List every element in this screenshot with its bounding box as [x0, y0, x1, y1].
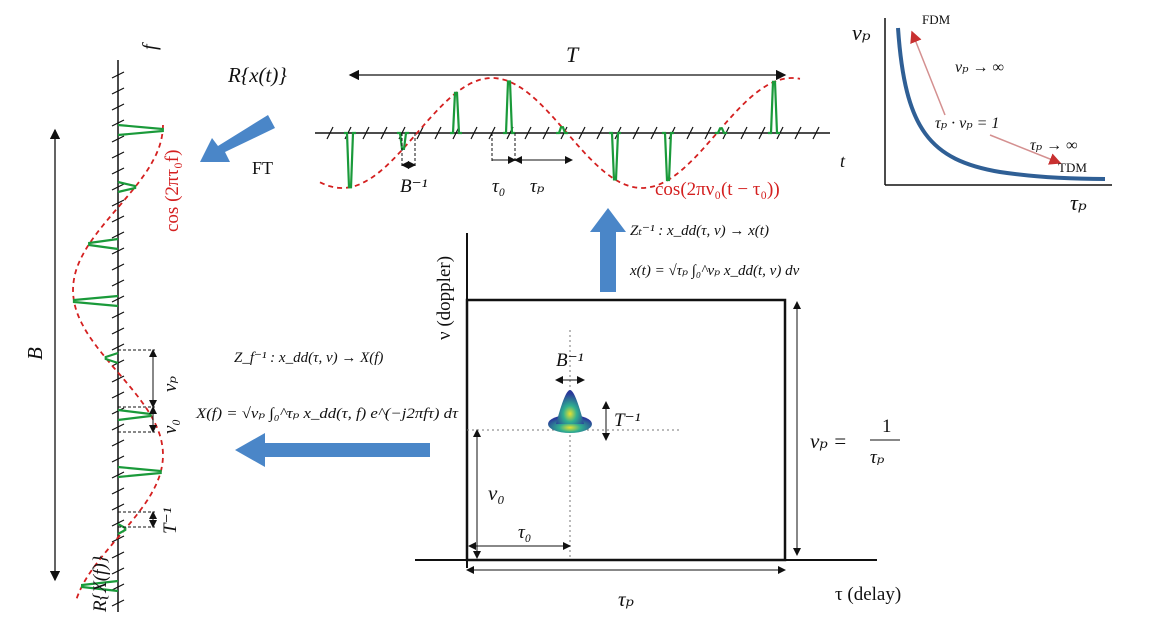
time-tick	[596, 126, 604, 140]
dd-bandwidth-inverse-label: B⁻¹	[556, 350, 584, 371]
time-taup-label: τₚ	[530, 176, 545, 197]
B-label: B	[23, 347, 47, 360]
dd-one-label: 1	[882, 416, 892, 437]
time-tick	[578, 126, 586, 140]
product-label: τₚ · νₚ = 1	[935, 115, 999, 132]
hyperbola-curve	[896, 27, 1106, 181]
frequency-tick	[111, 375, 125, 383]
delay-axis-label: τ (delay)	[835, 584, 901, 605]
time-signal: T R{x(t)} t B⁻¹ τ₀ τₚ cos(2πν₀(t − τ₀))	[227, 42, 846, 200]
ft-label: FT	[252, 158, 273, 178]
inset-y-label: νₚ	[852, 20, 871, 45]
frequency-tick	[111, 295, 125, 303]
frequency-tick	[111, 215, 125, 223]
frequency-tick	[111, 423, 125, 431]
frequency-tick	[111, 151, 125, 159]
frequency-tick	[111, 503, 125, 511]
zak-time-mapping: Zₜ⁻¹ : x_dd(τ, ν) → x(t)	[630, 223, 769, 239]
fdm-arrow	[910, 30, 946, 116]
frequency-tick	[111, 87, 125, 95]
frequency-tick	[111, 391, 125, 399]
frequency-tick	[111, 567, 125, 575]
time-tick	[416, 126, 424, 140]
time-signal-title: R{x(t)}	[227, 63, 287, 87]
dd-taup-label: τₚ	[618, 587, 634, 611]
dd-t-inverse-label: T⁻¹	[614, 410, 641, 431]
zak-frequency-integral: X(f) = √νₚ ∫₀^τₚ x_dd(τ, f) e^(−j2πfτ) d…	[195, 406, 459, 422]
time-tick	[794, 126, 802, 140]
frequency-tick	[111, 455, 125, 463]
time-envelope-label: cos(2πν₀(t − τ₀))	[655, 179, 780, 200]
nu-infinity-label: νₚ → ∞	[955, 59, 1004, 76]
dd-taup-denominator: τₚ	[870, 447, 885, 468]
frequency-signal: f B cos (2πτ₀f) R{X(f)} νₚ ν₀ T⁻¹	[23, 42, 183, 613]
time-tick	[632, 126, 640, 140]
time-tick	[686, 126, 694, 140]
frequency-tick	[111, 487, 125, 495]
ft-arrow	[200, 115, 275, 162]
frequency-tick	[111, 583, 125, 591]
freq-t-inverse-label: T⁻¹	[160, 507, 181, 534]
frequency-tick	[111, 199, 125, 207]
T-label: T	[566, 42, 580, 67]
frequency-tick	[111, 279, 125, 287]
tau-infinity-label: τₚ → ∞	[1030, 137, 1078, 154]
frequency-tick	[111, 343, 125, 351]
doppler-axis-label: ν (doppler)	[434, 256, 455, 340]
dd-nu0-label: ν₀	[488, 481, 505, 505]
frequency-envelope-curve	[72, 124, 164, 600]
inverse-zak-time-arrow	[590, 208, 626, 292]
time-tick	[650, 126, 658, 140]
frequency-tick	[111, 471, 125, 479]
frequency-tick	[111, 103, 125, 111]
frequency-tick	[111, 327, 125, 335]
zak-frequency-mapping: Z_f⁻¹ : x_dd(τ, ν) → X(f)	[234, 350, 383, 366]
time-tick	[362, 126, 370, 140]
time-tick	[470, 126, 478, 140]
frequency-tick	[111, 519, 125, 527]
frequency-tick	[111, 119, 125, 127]
time-tick	[380, 126, 388, 140]
frequency-tick	[111, 311, 125, 319]
frequency-tick	[111, 135, 125, 143]
frequency-tick	[111, 183, 125, 191]
time-bandwidth-inverse-label: B⁻¹	[400, 176, 428, 197]
fdm-label: FDM	[922, 12, 951, 27]
time-tick	[812, 126, 820, 140]
time-tick	[704, 126, 712, 140]
time-tick	[542, 126, 550, 140]
frequency-axis-label: f	[139, 42, 161, 50]
frequency-tick	[111, 247, 125, 255]
dd-tau0-label: τ₀	[518, 522, 531, 543]
time-tick	[326, 126, 334, 140]
frequency-tick	[111, 535, 125, 543]
frequency-tick	[111, 231, 125, 239]
tradeoff-inset: νₚ τₚ FDM TDM νₚ → ∞ τₚ · νₚ = 1 τₚ → ∞	[852, 12, 1112, 215]
time-tick	[524, 126, 532, 140]
tdm-arrow	[989, 134, 1062, 165]
frequency-tick	[111, 439, 125, 447]
frequency-signal-title: R{X(f)}	[90, 555, 111, 613]
frequency-tick	[111, 551, 125, 559]
delay-doppler-grid: B⁻¹ T⁻¹ ν (doppler) τ (delay) τₚ νₚ = 1 …	[415, 233, 901, 611]
time-tau0-label: τ₀	[492, 176, 505, 197]
time-axis-label: t	[840, 151, 846, 171]
time-tick	[434, 126, 442, 140]
frequency-tick	[111, 263, 125, 271]
time-tick	[740, 126, 748, 140]
tdm-label: TDM	[1058, 160, 1087, 175]
frequency-tick	[111, 167, 125, 175]
frequency-tick	[111, 599, 125, 607]
frequency-envelope-label: cos (2πτ₀f)	[162, 150, 183, 232]
dd-nup-label: νₚ =	[810, 429, 847, 453]
time-pulses	[344, 80, 780, 189]
inset-x-label: τₚ	[1070, 190, 1087, 215]
frequency-tick	[111, 71, 125, 79]
freq-nu0-label: ν₀	[160, 419, 181, 434]
inverse-zak-frequency-arrow	[235, 433, 430, 467]
zak-time-integral: x(t) = √τₚ ∫₀^νₚ x_dd(t, ν) dν	[629, 263, 800, 279]
time-tick	[758, 126, 766, 140]
freq-nup-label: νₚ	[160, 376, 181, 392]
